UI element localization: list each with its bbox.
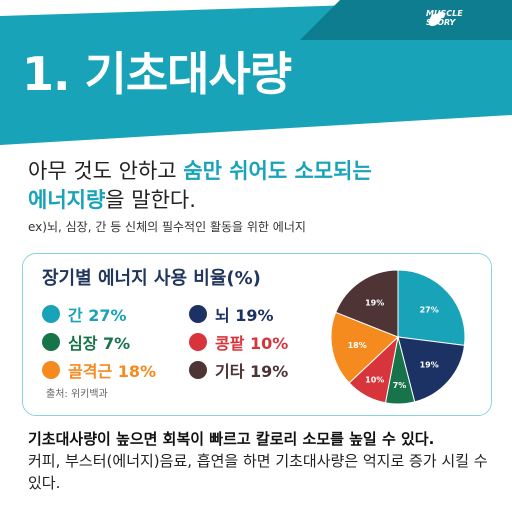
pie-slice-label-1: 19% xyxy=(420,360,439,369)
chart-source: 출처: 위키백과 xyxy=(46,389,108,400)
brand-line-2: STORY xyxy=(426,18,456,27)
legend-item-kidney: 콩팥 10% xyxy=(189,330,288,354)
legend-label: 간 27% xyxy=(68,306,127,325)
pie-slice-1 xyxy=(397,336,466,403)
intro-highlight-a: 숨만 쉬어도 소모되는 xyxy=(183,159,372,183)
legend-swatch xyxy=(42,361,60,379)
intro-text-after: 을 말한다. xyxy=(105,188,196,212)
brand-logo: MUSCLE STORY xyxy=(426,9,463,27)
footer-text: 기초대사량이 높으면 회복이 빠르고 칼로리 소모를 높일 수 있다. 커피, … xyxy=(28,428,498,494)
pie-chart: 27% 19% 7% 10% 18% 19% xyxy=(330,269,466,405)
brand-line-1: MUSCLE xyxy=(426,9,463,18)
intro-highlight-b: 에너지량 xyxy=(28,188,106,212)
legend-item-muscle: 골격근 18% xyxy=(42,358,156,382)
pie-slice-0 xyxy=(397,269,466,346)
legend-label: 기타 19% xyxy=(215,362,289,381)
muscle-arm-icon xyxy=(429,11,445,26)
legend-label: 뇌 19% xyxy=(215,306,274,325)
page-title: 1. 기초대사량 xyxy=(22,47,292,101)
chart-title: 장기별 에너지 사용 비율(%) xyxy=(42,268,261,289)
legend-swatch xyxy=(189,333,207,351)
footer-paragraph: 커피, 부스터(에너지)음료, 흡연을 하면 기초대사량은 억지로 증가 시킬 … xyxy=(28,452,488,492)
legend-item-heart: 심장 7% xyxy=(42,330,130,354)
banner-dark-corner xyxy=(300,0,512,40)
intro-text-before: 아무 것도 안하고 xyxy=(28,159,184,183)
pie-slice-label-3: 10% xyxy=(365,375,384,384)
legend-label: 골격근 18% xyxy=(68,362,157,381)
pie-slice-4 xyxy=(330,311,399,384)
legend-swatch xyxy=(189,305,207,323)
legend-swatch xyxy=(42,305,60,323)
pie-slice-label-2: 7% xyxy=(393,381,407,390)
footer-headline: 기초대사량이 높으면 회복이 빠르고 칼로리 소모를 높일 수 있다. xyxy=(28,430,435,448)
pie-slice-label-5: 19% xyxy=(365,299,384,308)
legend-swatch xyxy=(189,361,207,379)
legend-swatch xyxy=(42,333,60,351)
intro-example: ex)뇌, 심장, 간 등 신체의 필수적인 활동을 위한 에너지 xyxy=(28,220,306,234)
legend-label: 콩팥 10% xyxy=(215,334,289,353)
banner-shapes xyxy=(0,0,512,145)
energy-chart-card: 장기별 에너지 사용 비율(%) 간 27% 뇌 19% 심장 7% 콩팥 10… xyxy=(22,253,492,416)
header-banner: 1. 기초대사량 MUSCLE STORY xyxy=(0,0,512,145)
legend-label: 심장 7% xyxy=(68,334,131,353)
pie-slice-label-0: 27% xyxy=(420,306,439,315)
pie-slice-label-4: 18% xyxy=(348,341,367,350)
legend-item-liver: 간 27% xyxy=(42,302,127,326)
intro-statement: 아무 것도 안하고 숨만 쉬어도 소모되는 에너지량을 말한다. xyxy=(28,157,498,215)
pie-slice-5 xyxy=(335,269,399,338)
brand-wordmark: MUSCLE STORY xyxy=(426,9,463,27)
legend-item-other: 기타 19% xyxy=(189,358,288,382)
legend-item-brain: 뇌 19% xyxy=(189,302,274,326)
